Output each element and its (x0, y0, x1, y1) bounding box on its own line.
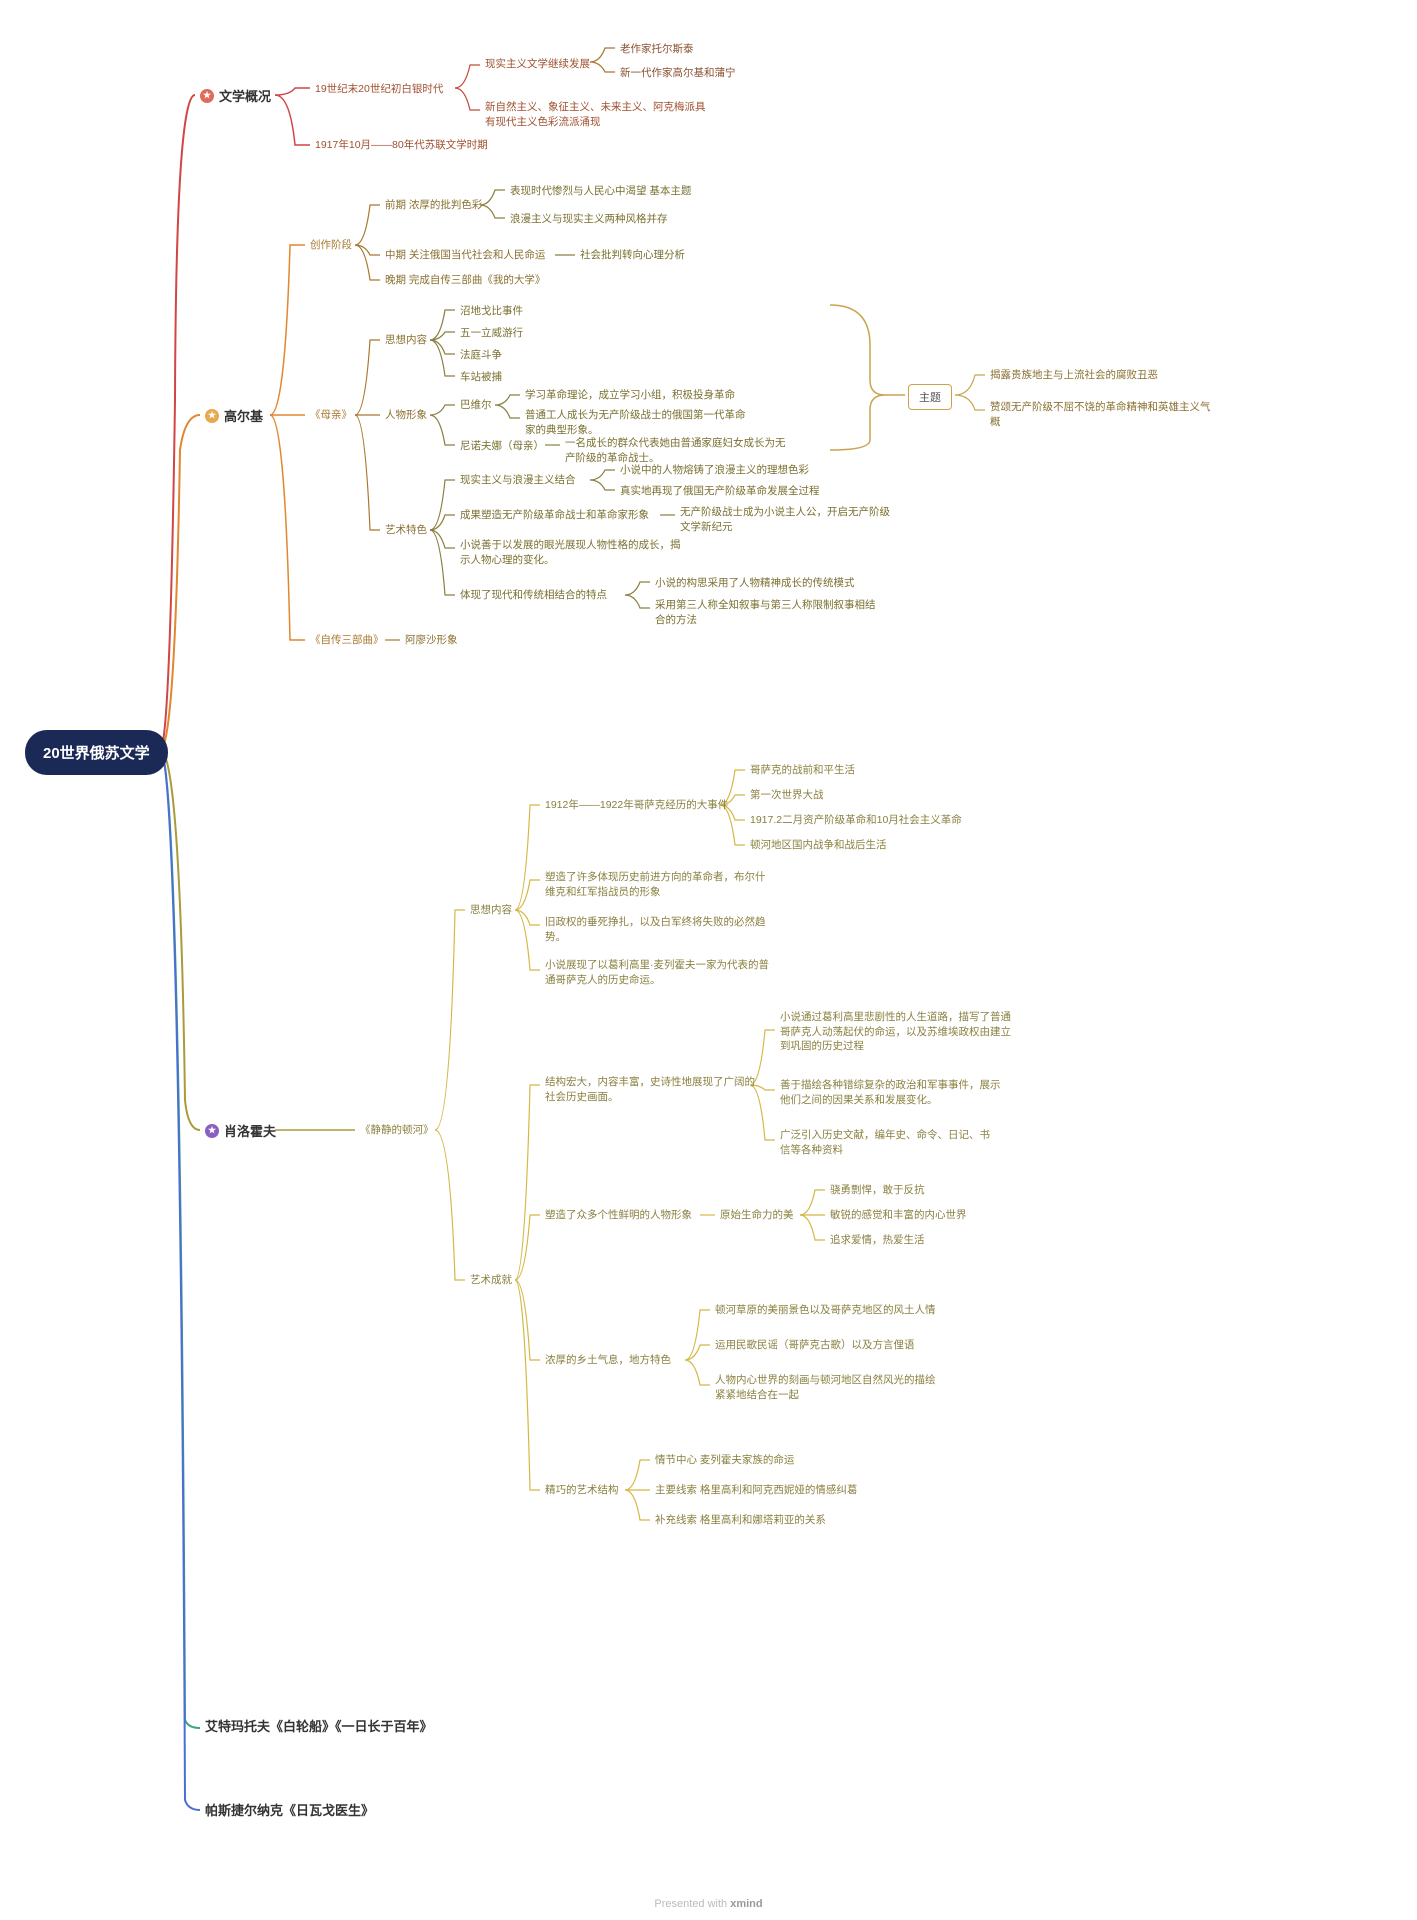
branch-sholokhov[interactable]: ★ 肖洛霍夫 (205, 1121, 276, 1140)
node[interactable]: 《静静的顿河》 (360, 1123, 434, 1138)
node[interactable]: 创作阶段 (310, 238, 352, 253)
node[interactable]: 思想内容 (470, 903, 512, 918)
node[interactable]: 小说中的人物熔铸了浪漫主义的理想色彩 (620, 463, 809, 478)
node[interactable]: 体现了现代和传统相结合的特点 (460, 588, 607, 603)
node[interactable]: 老作家托尔斯泰 (620, 42, 694, 57)
node[interactable]: 浓厚的乡土气息，地方特色 (545, 1353, 671, 1368)
node[interactable]: 社会批判转向心理分析 (580, 248, 685, 263)
node[interactable]: 赞颂无产阶级不屈不饶的革命精神和英雄主义气概 (990, 400, 1220, 429)
node[interactable]: 19世纪末20世纪初白银时代 (315, 82, 443, 97)
node[interactable]: 现实主义文学继续发展 (485, 57, 590, 72)
node[interactable]: 前期 浓厚的批判色彩 (385, 198, 482, 213)
node[interactable]: 人物内心世界的刻画与顿河地区自然风光的描绘紧紧地结合在一起 (715, 1373, 945, 1402)
node[interactable]: 人物形象 (385, 408, 427, 423)
node[interactable]: 思想内容 (385, 333, 427, 348)
node[interactable]: 新自然主义、象征主义、未来主义、阿克梅派具有现代主义色彩流派涌现 (485, 100, 715, 129)
node[interactable]: 普通工人成长为无产阶级战士的俄国第一代革命家的典型形象。 (525, 408, 755, 437)
node[interactable]: 阿廖沙形象 (405, 633, 458, 648)
branch-pasternak[interactable]: 帕斯捷尔纳克《日瓦戈医生》 (205, 1800, 374, 1819)
node[interactable]: 1917.2二月资产阶级革命和10月社会主义革命 (750, 813, 962, 828)
node[interactable]: 晚期 完成自传三部曲《我的大学》 (385, 273, 545, 288)
node[interactable]: 小说的构思采用了人物精神成长的传统模式 (655, 576, 855, 591)
node[interactable]: 无产阶级战士成为小说主人公，开启无产阶级文学新纪元 (680, 505, 900, 534)
node[interactable]: 第一次世界大战 (750, 788, 824, 803)
node[interactable]: 骁勇剽悍，敢于反抗 (830, 1183, 925, 1198)
node[interactable]: 善于描绘各种错综复杂的政治和军事事件，展示他们之间的因果关系和发展变化。 (780, 1078, 1010, 1107)
branch-label: 肖洛霍夫 (224, 1121, 276, 1140)
node[interactable]: 艺术特色 (385, 523, 427, 538)
node[interactable]: 精巧的艺术结构 (545, 1483, 619, 1498)
branch-label: 帕斯捷尔纳克《日瓦戈医生》 (205, 1800, 374, 1819)
node[interactable]: 小说通过葛利高里悲剧性的人生道路，描写了普通哥萨克人动荡起伏的命运，以及苏维埃政… (780, 1010, 1020, 1054)
node[interactable]: 成果塑造无产阶级革命战士和革命家形象 (460, 508, 649, 523)
node[interactable]: 原始生命力的美 (720, 1208, 794, 1223)
node[interactable]: 广泛引入历史文献，编年史、命令、日记、书信等各种资料 (780, 1128, 1000, 1157)
star-icon: ★ (200, 89, 214, 103)
branch-label: 高尔基 (224, 406, 263, 425)
node[interactable]: 结构宏大，内容丰富，史诗性地展现了广阔的社会历史画面。 (545, 1075, 755, 1104)
node[interactable]: 五一立威游行 (460, 326, 523, 341)
branch-gorky[interactable]: ★ 高尔基 (205, 406, 263, 425)
branch-label: 文学概况 (219, 86, 271, 105)
node[interactable]: 沼地戈比事件 (460, 304, 523, 319)
node[interactable]: 小说善于以发展的眼光展现人物性格的成长，揭示人物心理的变化。 (460, 538, 690, 567)
branch-literature-overview[interactable]: ★ 文学概况 (200, 86, 271, 105)
node[interactable]: 塑造了众多个性鲜明的人物形象 (545, 1208, 692, 1223)
node[interactable]: 法庭斗争 (460, 348, 502, 363)
node[interactable]: 中期 关注俄国当代社会和人民命运 (385, 248, 545, 263)
node[interactable]: 现实主义与浪漫主义结合 (460, 473, 576, 488)
node[interactable]: 小说展现了以葛利高里·麦列霍夫一家为代表的普通哥萨克人的历史命运。 (545, 958, 775, 987)
node[interactable]: 顿河草原的美丽景色以及哥萨克地区的风土人情 (715, 1303, 936, 1318)
node[interactable]: 情节中心 麦列霍夫家族的命运 (655, 1453, 794, 1468)
footer: Presented with xmind (0, 1898, 1417, 1910)
node[interactable]: 《母亲》 (310, 408, 352, 423)
node[interactable]: 运用民歌民谣（哥萨克古歌）以及方言俚语 (715, 1338, 915, 1353)
branch-label: 艾特玛托夫《白轮船》《一日长于百年》 (205, 1716, 433, 1735)
node[interactable]: 一名成长的群众代表她由普通家庭妇女成长为无产阶级的革命战士。 (565, 436, 795, 465)
node[interactable]: 《自传三部曲》 (310, 633, 384, 648)
node[interactable]: 浪漫主义与现实主义两种风格并存 (510, 212, 668, 227)
node[interactable]: 车站被捕 (460, 370, 502, 385)
node[interactable]: 追求爱情，热爱生活 (830, 1233, 925, 1248)
root-node[interactable]: 20世界俄苏文学 (25, 730, 168, 775)
node[interactable]: 尼诺夫娜（母亲） (460, 439, 544, 454)
node[interactable]: 敏锐的感觉和丰富的内心世界 (830, 1208, 967, 1223)
node[interactable]: 补充线索 格里高利和娜塔莉亚的关系 (655, 1513, 826, 1528)
footer-text: Presented with (654, 1898, 730, 1910)
node[interactable]: 塑造了许多体现历史前进方向的革命者，布尔什维克和红军指战员的形象 (545, 870, 775, 899)
star-icon: ★ (205, 409, 219, 423)
node[interactable]: 表现时代惨烈与人民心中渴望 基本主题 (510, 184, 691, 199)
node[interactable]: 哥萨克的战前和平生活 (750, 763, 855, 778)
node[interactable]: 旧政权的垂死挣扎，以及白军终将失败的必然趋势。 (545, 915, 775, 944)
node[interactable]: 顿河地区国内战争和战后生活 (750, 838, 887, 853)
node[interactable]: 真实地再现了俄国无产阶级革命发展全过程 (620, 484, 820, 499)
branch-aitmatov[interactable]: 艾特玛托夫《白轮船》《一日长于百年》 (205, 1716, 465, 1735)
footer-brand: xmind (730, 1898, 762, 1910)
theme-box[interactable]: 主题 (908, 384, 952, 410)
node[interactable]: 揭露贵族地主与上流社会的腐败丑恶 (990, 368, 1158, 383)
node[interactable]: 巴维尔 (460, 398, 492, 413)
node[interactable]: 新一代作家高尔基和蒲宁 (620, 66, 736, 81)
node[interactable]: 采用第三人称全知叙事与第三人称限制叙事相结合的方法 (655, 598, 885, 627)
star-icon: ★ (205, 1124, 219, 1138)
node[interactable]: 学习革命理论，成立学习小组，积极投身革命 (525, 388, 735, 403)
node[interactable]: 1912年——1922年哥萨克经历的大事件 (545, 798, 728, 813)
node[interactable]: 1917年10月——80年代苏联文学时期 (315, 138, 488, 153)
node[interactable]: 艺术成就 (470, 1273, 512, 1288)
node[interactable]: 主要线索 格里高利和阿克西妮娅的情感纠葛 (655, 1483, 857, 1498)
